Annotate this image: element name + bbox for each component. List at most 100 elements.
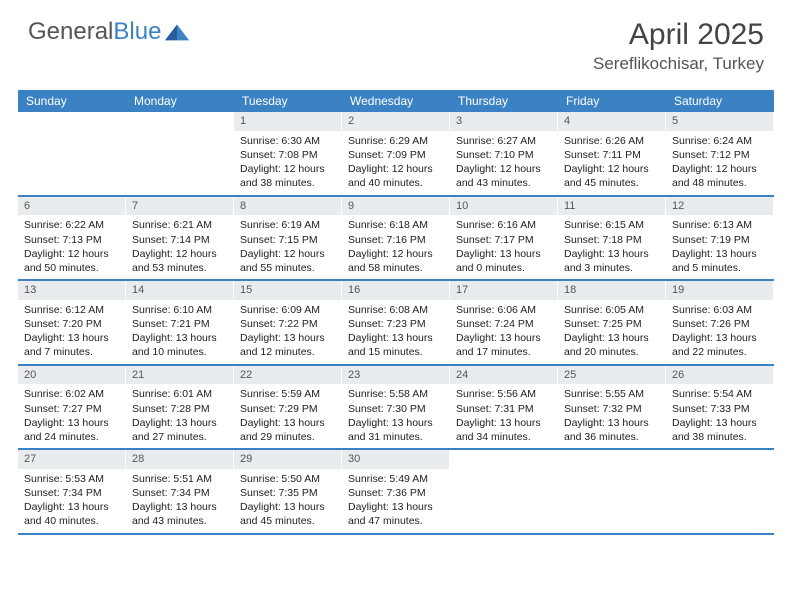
daylight-text: Daylight: 12 hours and 48 minutes. <box>672 162 767 190</box>
day-number: 30 <box>342 450 449 469</box>
sunset-text: Sunset: 7:29 PM <box>240 402 335 416</box>
daylight-text: Daylight: 13 hours and 0 minutes. <box>456 247 551 275</box>
sunset-text: Sunset: 7:26 PM <box>672 317 767 331</box>
day-cell: 27Sunrise: 5:53 AMSunset: 7:34 PMDayligh… <box>18 450 126 533</box>
daylight-text: Daylight: 12 hours and 58 minutes. <box>348 247 443 275</box>
empty-cell <box>18 112 126 195</box>
sunset-text: Sunset: 7:34 PM <box>24 486 119 500</box>
weekday-header: Saturday <box>666 90 774 112</box>
day-cell: 17Sunrise: 6:06 AMSunset: 7:24 PMDayligh… <box>450 281 558 364</box>
day-number: 17 <box>450 281 557 300</box>
logo: GeneralBlue <box>28 18 191 46</box>
sunset-text: Sunset: 7:15 PM <box>240 233 335 247</box>
daylight-text: Daylight: 13 hours and 36 minutes. <box>564 416 659 444</box>
daylight-text: Daylight: 13 hours and 20 minutes. <box>564 331 659 359</box>
weekday-header-row: SundayMondayTuesdayWednesdayThursdayFrid… <box>18 90 774 112</box>
day-number: 28 <box>126 450 233 469</box>
day-number: 29 <box>234 450 341 469</box>
day-number: 3 <box>450 112 557 131</box>
day-number: 15 <box>234 281 341 300</box>
sunset-text: Sunset: 7:16 PM <box>348 233 443 247</box>
day-body: Sunrise: 6:15 AMSunset: 7:18 PMDaylight:… <box>558 215 665 279</box>
logo-text: GeneralBlue <box>28 18 161 46</box>
sunrise-text: Sunrise: 6:03 AM <box>672 303 767 317</box>
day-cell: 18Sunrise: 6:05 AMSunset: 7:25 PMDayligh… <box>558 281 666 364</box>
daylight-text: Daylight: 12 hours and 40 minutes. <box>348 162 443 190</box>
sunset-text: Sunset: 7:20 PM <box>24 317 119 331</box>
day-cell: 20 Sunrise: 6:02 AMSunset: 7:27 PMDayligh… <box>18 366 126 449</box>
sunset-text: Sunset: 7:27 PM <box>24 402 119 416</box>
day-body: Sunrise: 5:55 AMSunset: 7:32 PMDaylight:… <box>558 384 665 448</box>
weekday-header: Friday <box>558 90 666 112</box>
day-body: Sunrise: 6:24 AMSunset: 7:12 PMDaylight:… <box>666 131 773 195</box>
day-cell: 6Sunrise: 6:22 AMSunset: 7:13 PMDaylight… <box>18 197 126 280</box>
sunrise-text: Sunrise: 6:08 AM <box>348 303 443 317</box>
sunset-text: Sunset: 7:36 PM <box>348 486 443 500</box>
day-number: 7 <box>126 197 233 216</box>
weekday-header: Wednesday <box>342 90 450 112</box>
day-body: Sunrise: 6:12 AMSunset: 7:20 PMDaylight:… <box>18 300 125 364</box>
daylight-text: Daylight: 13 hours and 5 minutes. <box>672 247 767 275</box>
empty-cell <box>450 450 558 533</box>
week-row: 20Sunrise: 6:02 AMSunset: 7:27 PMDayligh… <box>18 366 774 451</box>
day-number: 10 <box>450 197 557 216</box>
sunrise-text: Sunrise: 6:22 AM <box>24 218 119 232</box>
header: GeneralBlue April 2025 Sereflikochisar, … <box>0 0 792 82</box>
sunrise-text: Sunrise: 6:02 AM <box>24 387 119 401</box>
sunrise-text: Sunrise: 6:26 AM <box>564 134 659 148</box>
daylight-text: Daylight: 13 hours and 27 minutes. <box>132 416 227 444</box>
day-body: Sunrise: 5:56 AMSunset: 7:31 PMDaylight:… <box>450 384 557 448</box>
day-cell: 28Sunrise: 5:51 AMSunset: 7:34 PMDayligh… <box>126 450 234 533</box>
day-cell: 7Sunrise: 6:21 AMSunset: 7:14 PMDaylight… <box>126 197 234 280</box>
day-cell: 23Sunrise: 5:58 AMSunset: 7:30 PMDayligh… <box>342 366 450 449</box>
week-row: 27Sunrise: 5:53 AMSunset: 7:34 PMDayligh… <box>18 450 774 535</box>
weekday-header: Tuesday <box>234 90 342 112</box>
day-cell: 5Sunrise: 6:24 AMSunset: 7:12 PMDaylight… <box>666 112 774 195</box>
day-cell: 12Sunrise: 6:13 AMSunset: 7:19 PMDayligh… <box>666 197 774 280</box>
day-body: Sunrise: 5:51 AMSunset: 7:34 PMDaylight:… <box>126 469 233 533</box>
day-cell: 19Sunrise: 6:03 AMSunset: 7:26 PMDayligh… <box>666 281 774 364</box>
day-body: Sunrise: 6:08 AMSunset: 7:23 PMDaylight:… <box>342 300 449 364</box>
week-row: 1Sunrise: 6:30 AMSunset: 7:08 PMDaylight… <box>18 112 774 197</box>
day-number: 20 <box>18 366 125 385</box>
sunrise-text: Sunrise: 5:49 AM <box>348 472 443 486</box>
day-cell: 10Sunrise: 6:16 AMSunset: 7:17 PMDayligh… <box>450 197 558 280</box>
sunset-text: Sunset: 7:32 PM <box>564 402 659 416</box>
daylight-text: Daylight: 12 hours and 38 minutes. <box>240 162 335 190</box>
day-number: 19 <box>666 281 773 300</box>
day-cell: 8Sunrise: 6:19 AMSunset: 7:15 PMDaylight… <box>234 197 342 280</box>
sunset-text: Sunset: 7:17 PM <box>456 233 551 247</box>
title-block: April 2025 Sereflikochisar, Turkey <box>593 18 764 74</box>
daylight-text: Daylight: 13 hours and 34 minutes. <box>456 416 551 444</box>
day-body: Sunrise: 6:09 AMSunset: 7:22 PMDaylight:… <box>234 300 341 364</box>
day-number: 1 <box>234 112 341 131</box>
day-body: Sunrise: 6:13 AMSunset: 7:19 PMDaylight:… <box>666 215 773 279</box>
day-cell: 14Sunrise: 6:10 AMSunset: 7:21 PMDayligh… <box>126 281 234 364</box>
daylight-text: Daylight: 13 hours and 17 minutes. <box>456 331 551 359</box>
day-body: Sunrise: 6:06 AMSunset: 7:24 PMDaylight:… <box>450 300 557 364</box>
day-body: Sunrise: 5:53 AMSunset: 7:34 PMDaylight:… <box>18 469 125 533</box>
daylight-text: Daylight: 13 hours and 43 minutes. <box>132 500 227 528</box>
daylight-text: Daylight: 13 hours and 47 minutes. <box>348 500 443 528</box>
day-body: Sunrise: 6:16 AMSunset: 7:17 PMDaylight:… <box>450 215 557 279</box>
sunset-text: Sunset: 7:28 PM <box>132 402 227 416</box>
sunset-text: Sunset: 7:14 PM <box>132 233 227 247</box>
sunset-text: Sunset: 7:19 PM <box>672 233 767 247</box>
day-cell: 16Sunrise: 6:08 AMSunset: 7:23 PMDayligh… <box>342 281 450 364</box>
sunrise-text: Sunrise: 5:50 AM <box>240 472 335 486</box>
day-number: 9 <box>342 197 449 216</box>
sunset-text: Sunset: 7:21 PM <box>132 317 227 331</box>
daylight-text: Daylight: 13 hours and 15 minutes. <box>348 331 443 359</box>
day-body: Sunrise: 6:30 AMSunset: 7:08 PMDaylight:… <box>234 131 341 195</box>
day-number: 27 <box>18 450 125 469</box>
weekday-header: Thursday <box>450 90 558 112</box>
day-number: 25 <box>558 366 665 385</box>
day-number: 16 <box>342 281 449 300</box>
daylight-text: Daylight: 13 hours and 7 minutes. <box>24 331 119 359</box>
day-body: Sunrise: 6:29 AMSunset: 7:09 PMDaylight:… <box>342 131 449 195</box>
day-number: 4 <box>558 112 665 131</box>
month-title: April 2025 <box>593 18 764 52</box>
day-cell: 26Sunrise: 5:54 AMSunset: 7:33 PMDayligh… <box>666 366 774 449</box>
sunrise-text: Sunrise: 6:09 AM <box>240 303 335 317</box>
daylight-text: Daylight: 13 hours and 24 minutes. <box>24 416 119 444</box>
